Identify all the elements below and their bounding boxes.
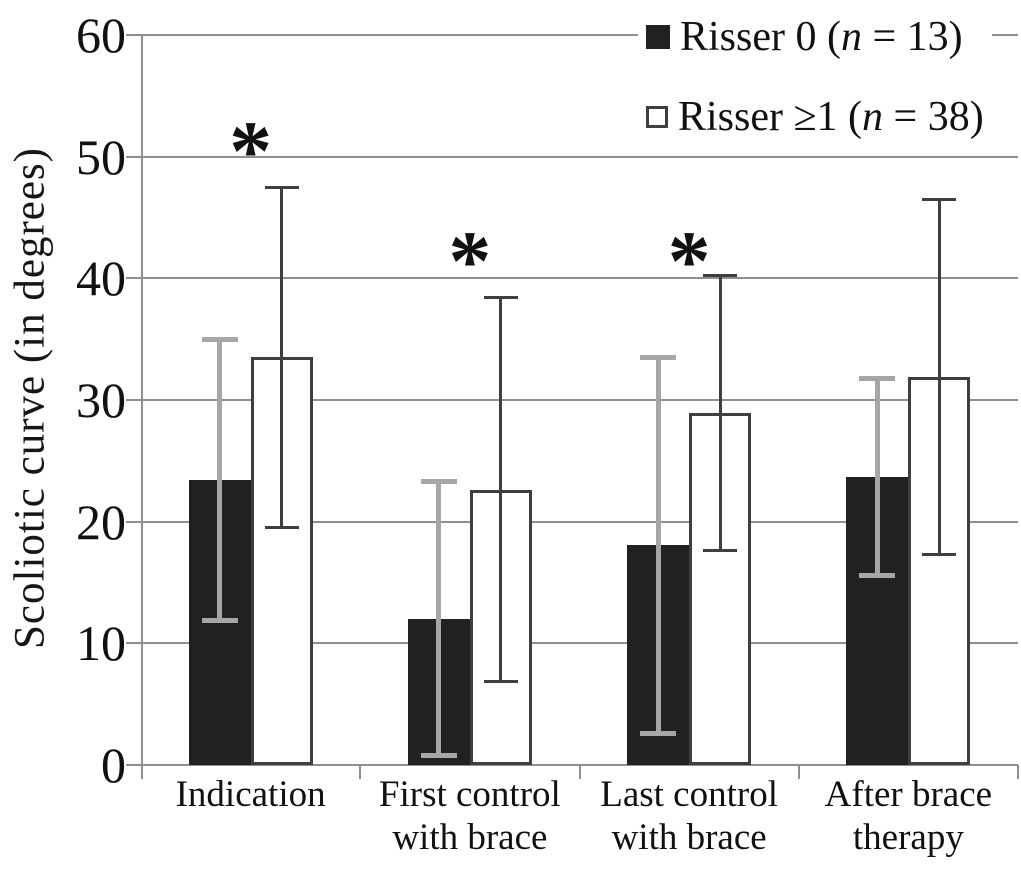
error-bar-cap-top: [420, 479, 457, 485]
legend: Risser 0 (n = 13) Risser ≥1 (n = 38): [638, 0, 992, 148]
category-label-line: with brace: [611, 816, 767, 858]
y-tick-mark: [126, 642, 141, 645]
error-bar-line: [499, 297, 503, 682]
error-bar-line: [937, 199, 941, 555]
gridline-50: [141, 155, 1018, 158]
category-label-line: with brace: [392, 816, 548, 858]
x-tick-mark: [359, 765, 362, 779]
error-bar-cap-top: [703, 274, 738, 278]
significance-asterisk-cat2: *: [667, 212, 711, 309]
x-axis-labels: Indication First control with brace Last co…: [141, 774, 1018, 860]
error-bar-cap-bottom: [483, 679, 518, 683]
category-label-0: Indication: [141, 774, 360, 860]
category-label-line: First control: [378, 774, 561, 815]
y-tick-label-40: 40: [76, 250, 126, 307]
y-axis-line: [141, 35, 143, 779]
category-label-line: After brace: [824, 774, 993, 815]
x-tick-mark: [1017, 765, 1019, 779]
error-bar-cap-bottom: [201, 617, 238, 623]
error-bar-cap-top: [201, 336, 238, 342]
error-bar-line: [655, 357, 661, 734]
x-axis-line: [126, 764, 1018, 766]
y-tick-label-20: 20: [76, 493, 126, 550]
y-tick-label-60: 60: [76, 7, 126, 63]
category-label-3: After brace therapy: [799, 774, 1018, 860]
gridline-60: [141, 34, 1018, 36]
category-label-line: Last control: [600, 774, 778, 815]
error-bar-line: [217, 339, 223, 621]
error-bar-cap-bottom: [922, 553, 957, 557]
y-tick-mark: [126, 277, 141, 280]
error-bar-cap-top: [264, 185, 299, 189]
error-bar-line: [874, 378, 880, 576]
category-label-2: Last control with brace: [580, 774, 799, 860]
error-bar-line: [280, 187, 284, 528]
legend-label: Risser 0 (n = 13): [680, 14, 963, 60]
category-label-1: First control with brace: [360, 774, 579, 860]
error-bar-line: [436, 481, 442, 756]
error-bar-cap-top: [859, 375, 896, 381]
y-tick-label-30: 30: [76, 372, 126, 428]
error-bar-cap-top: [640, 354, 677, 360]
significance-asterisk-cat1: *: [448, 212, 492, 309]
category-label-line: therapy: [852, 816, 964, 858]
gridline-40: [141, 277, 1018, 280]
legend-label: Risser ≥1 (n = 38): [678, 94, 984, 140]
x-tick-mark: [578, 765, 581, 779]
error-bar-cap-bottom: [640, 730, 677, 736]
gridline-30: [141, 399, 1018, 401]
y-tick-label-50: 50: [76, 128, 126, 185]
y-tick-mark: [126, 34, 141, 36]
error-bar-cap-bottom: [264, 526, 299, 530]
x-tick-mark: [797, 765, 800, 779]
error-bar-cap-bottom: [703, 549, 738, 553]
error-bar-cap-bottom: [420, 752, 457, 758]
legend-item-risser0: Risser 0 (n = 13): [646, 12, 984, 62]
open-square-icon: [646, 106, 668, 128]
y-tick-label-0: 0: [101, 737, 126, 793]
error-bar-cap-top: [922, 197, 957, 201]
error-bar-line: [718, 275, 722, 551]
y-tick-mark: [126, 155, 141, 158]
filled-square-icon: [646, 25, 670, 49]
error-bar-cap-top: [483, 296, 518, 300]
significance-asterisk-cat0: *: [229, 103, 273, 200]
gridline-20: [141, 520, 1018, 523]
y-tick-mark: [126, 399, 141, 401]
category-label-line: Indication: [175, 774, 326, 815]
y-tick-mark: [126, 520, 141, 523]
y-tick-label-10: 10: [76, 615, 126, 672]
error-bar-cap-bottom: [859, 572, 896, 578]
gridline-10: [141, 642, 1018, 645]
legend-item-risser1: Risser ≥1 (n = 38): [646, 92, 984, 142]
